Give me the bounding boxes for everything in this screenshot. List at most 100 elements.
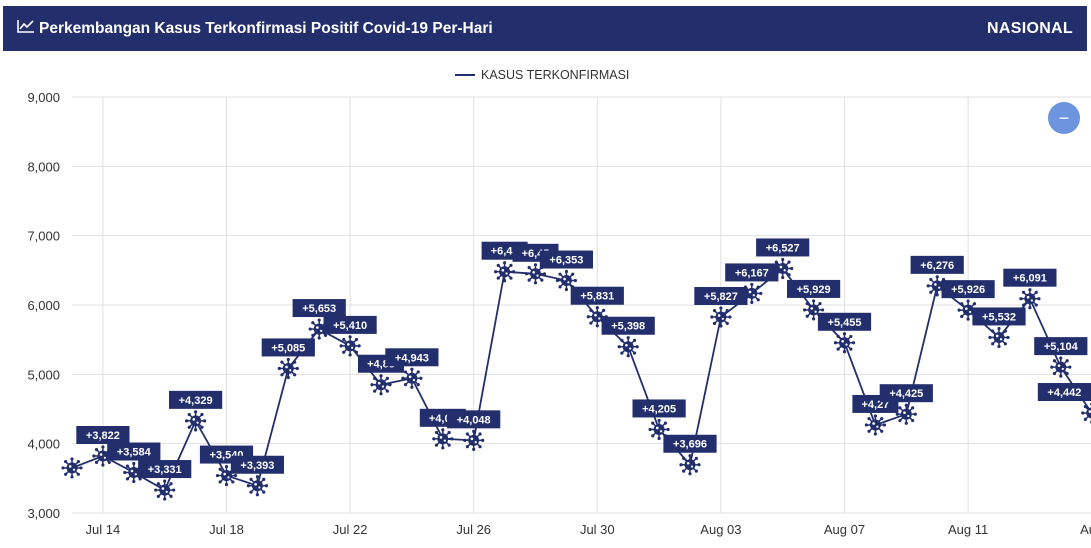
data-label: +5,410 (323, 315, 377, 334)
data-label: +5,398 (601, 316, 655, 335)
virus-icon[interactable] (61, 457, 83, 479)
data-label: +5,831 (570, 286, 624, 305)
svg-text:+5,827: +5,827 (704, 291, 738, 303)
y-tick-label: 8,000 (27, 159, 60, 174)
virus-icon[interactable] (864, 414, 886, 436)
svg-text:+5,926: +5,926 (951, 284, 985, 296)
virus-icon[interactable] (92, 445, 114, 467)
x-tick-label: Aug 03 (700, 522, 741, 537)
svg-text:+6,353: +6,353 (549, 255, 583, 267)
svg-text:+6,091: +6,091 (1013, 273, 1047, 285)
x-tick-label: Aug (1080, 522, 1091, 537)
virus-icon[interactable] (370, 374, 392, 396)
data-label: +5,532 (972, 307, 1026, 326)
chart-legend[interactable]: KASUS TERKONFIRMASI (455, 68, 629, 82)
virus-icon[interactable] (246, 475, 268, 497)
data-label: +6,091 (1003, 268, 1057, 287)
svg-text:+3,331: +3,331 (148, 464, 182, 476)
virus-icon[interactable] (185, 410, 207, 432)
svg-text:+4,442: +4,442 (1047, 387, 1081, 399)
header-left: Perkembangan Kasus Terkonfirmasi Positif… (17, 19, 493, 38)
virus-icon[interactable] (617, 336, 639, 358)
virus-icon[interactable] (772, 257, 794, 280)
minus-icon: − (1058, 107, 1070, 128)
line-chart-icon (17, 19, 35, 38)
data-label: +6,353 (539, 250, 593, 269)
svg-text:+5,532: +5,532 (982, 311, 1016, 323)
virus-icon[interactable] (741, 282, 763, 305)
svg-text:+3,584: +3,584 (117, 447, 152, 459)
data-label: +4,425 (879, 384, 933, 403)
svg-text:+5,929: +5,929 (797, 284, 831, 296)
virus-icon[interactable] (648, 418, 670, 441)
data-label: +4,205 (632, 399, 686, 418)
data-label: +5,085 (261, 338, 315, 357)
virus-icon[interactable] (1019, 288, 1041, 310)
page-title: Perkembangan Kasus Terkonfirmasi Positif… (39, 19, 493, 37)
virus-icon[interactable] (1050, 356, 1072, 378)
y-tick-label: 9,000 (27, 90, 60, 105)
svg-text:+4,205: +4,205 (642, 403, 676, 415)
legend-label: KASUS TERKONFIRMASI (481, 68, 630, 82)
virus-icon[interactable] (277, 357, 299, 380)
data-label: +5,653 (292, 299, 346, 318)
zoom-out-button[interactable]: − (1048, 102, 1080, 134)
svg-text:+4,425: +4,425 (889, 388, 923, 400)
virus-icon[interactable] (308, 318, 330, 340)
data-label: +5,104 (1034, 337, 1088, 356)
data-label: +6,276 (910, 255, 964, 274)
data-label: +4,442 (1037, 383, 1091, 402)
svg-text:+4,943: +4,943 (395, 352, 429, 364)
data-label: +3,584 (107, 442, 161, 461)
y-tick-label: 3,000 (27, 506, 60, 521)
svg-text:+5,398: +5,398 (611, 321, 645, 333)
data-label: +4,048 (447, 410, 501, 429)
virus-icon[interactable] (432, 428, 454, 450)
y-tick-label: 4,000 (27, 437, 60, 452)
data-label: +3,822 (76, 426, 130, 445)
virus-icon[interactable] (895, 403, 917, 425)
svg-text:+5,455: +5,455 (828, 317, 862, 329)
data-label: +5,455 (817, 312, 872, 331)
svg-text:+5,831: +5,831 (580, 291, 614, 303)
data-label: +3,393 (230, 455, 284, 474)
data-label: +5,929 (787, 279, 841, 298)
x-tick-label: Aug 07 (824, 522, 865, 537)
x-tick-label: Aug 11 (948, 522, 988, 537)
virus-icon[interactable] (679, 454, 701, 476)
data-label: +4,329 (169, 390, 223, 409)
svg-text:+5,085: +5,085 (271, 342, 305, 354)
x-tick-label: Jul 30 (580, 522, 615, 537)
virus-icon[interactable] (1081, 402, 1091, 424)
region-label: NASIONAL (987, 19, 1073, 37)
y-tick-label: 5,000 (27, 367, 60, 382)
x-tick-label: Jul 18 (209, 522, 244, 537)
data-label: +6,167 (725, 263, 779, 282)
virus-icon[interactable] (988, 326, 1010, 349)
data-label: +3,696 (663, 434, 717, 453)
data-label: +5,926 (941, 280, 995, 299)
data-label: +6,527 (756, 238, 810, 257)
svg-text:+6,167: +6,167 (735, 267, 769, 279)
virus-icon[interactable] (154, 479, 176, 501)
y-tick-label: 6,000 (27, 298, 60, 313)
svg-text:+5,104: +5,104 (1044, 341, 1079, 353)
data-label: +5,827 (694, 286, 748, 305)
virus-icon[interactable] (833, 332, 856, 354)
virus-icon[interactable] (339, 335, 361, 357)
x-tick-label: Jul 22 (333, 522, 368, 537)
virus-icon[interactable] (494, 261, 516, 283)
svg-text:+6,48: +6,48 (491, 246, 519, 258)
virus-icon[interactable] (524, 263, 547, 285)
virus-icon[interactable] (555, 269, 577, 292)
svg-text:+3,822: +3,822 (86, 430, 120, 442)
svg-text:+6,527: +6,527 (766, 242, 800, 254)
chart-header: Perkembangan Kasus Terkonfirmasi Positif… (3, 6, 1087, 51)
virus-icon[interactable] (401, 367, 423, 389)
virus-icon[interactable] (463, 429, 485, 451)
data-label: +3,331 (138, 460, 192, 479)
virus-icon[interactable] (710, 306, 732, 328)
svg-text:+5,653: +5,653 (302, 303, 336, 315)
data-label: +4,943 (385, 348, 439, 367)
svg-text:+4,329: +4,329 (179, 395, 213, 407)
